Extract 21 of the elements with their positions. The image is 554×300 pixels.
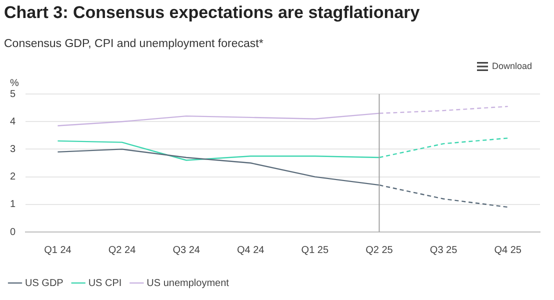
text: Download [492,61,532,71]
x-tick-label: Q2 25 [366,244,394,256]
chart-subtitle: Consensus GDP, CPI and unemployment forecast* [4,38,264,50]
legend-label: US GDP [25,278,64,289]
x-tick-label: Q4 25 [494,244,522,256]
y-tick-label: 1 [10,199,16,210]
y-tick-label: 4 [10,116,16,128]
x-tick-label: Q1 25 [301,244,329,256]
x-tick-label: Q1 24 [44,244,72,256]
y-tick-label: 5 [10,88,16,100]
legend-label: US CPI [88,278,122,289]
chart-title: Chart 3: Consensus expectations are stagflationary [4,3,420,23]
legend-label: US unemployment [146,278,230,289]
y-tick-label: 0 [10,226,16,238]
x-tick-label: Q4 24 [237,244,265,256]
x-tick-label: Q2 24 [108,244,136,256]
x-tick-label: Q3 24 [172,244,200,256]
y-tick-label: 3 [10,144,16,155]
x-tick-label: Q3 25 [430,244,458,256]
y-axis-title: % [10,78,19,89]
y-tick-label: 2 [10,172,16,183]
